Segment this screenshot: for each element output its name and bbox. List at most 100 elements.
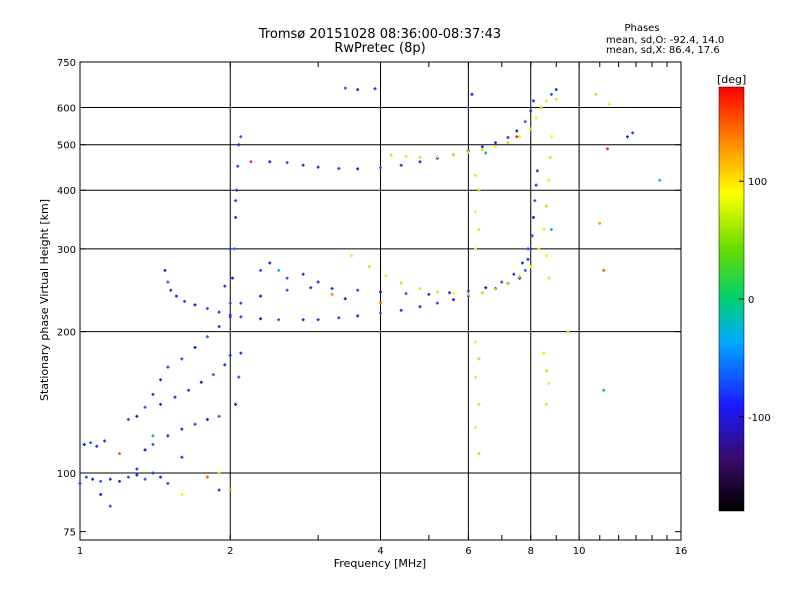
y-tick-label: 75 <box>63 528 76 539</box>
data-point <box>180 357 184 361</box>
data-point <box>473 425 477 429</box>
data-point <box>554 88 558 92</box>
data-point <box>534 116 538 120</box>
data-point <box>356 167 360 171</box>
data-point <box>108 504 112 508</box>
data-point <box>435 290 439 294</box>
data-point <box>301 272 305 276</box>
y-tick-label: 600 <box>57 104 76 115</box>
y-tick-label: 500 <box>57 141 76 152</box>
x-axis-label: Frequency [MHz] <box>334 557 426 570</box>
colorbar-label: [deg] <box>717 73 746 86</box>
data-point <box>217 414 221 418</box>
data-point <box>103 439 107 443</box>
data-point <box>534 183 538 187</box>
data-point <box>379 290 382 294</box>
data-point <box>163 268 167 272</box>
data-point <box>343 86 347 90</box>
data-point <box>239 315 243 319</box>
data-point <box>379 301 382 305</box>
data-point <box>531 99 535 103</box>
data-point <box>549 92 553 96</box>
data-point <box>356 314 360 318</box>
data-point <box>174 294 178 298</box>
data-point <box>404 154 408 158</box>
data-point <box>187 388 191 392</box>
data-point <box>268 160 272 164</box>
data-point <box>529 247 533 251</box>
data-point <box>166 481 170 485</box>
data-point <box>602 388 606 392</box>
data-point <box>259 294 263 298</box>
data-point <box>230 276 234 280</box>
data-point <box>529 265 533 269</box>
data-point <box>473 247 477 251</box>
data-point <box>466 289 470 293</box>
data-point <box>268 261 272 265</box>
data-point <box>301 163 305 167</box>
data-point <box>477 452 481 456</box>
data-point <box>477 227 481 231</box>
data-point <box>330 287 334 291</box>
data-point <box>205 335 209 339</box>
data-point <box>234 402 238 406</box>
y-tick-label: 750 <box>57 58 76 69</box>
stats-x-line: mean, sd,X: 86.4, 17.6 <box>606 45 720 56</box>
x-tick-label: 1 <box>77 546 83 557</box>
data-point <box>515 129 519 133</box>
data-point <box>542 227 546 231</box>
data-point <box>404 292 408 296</box>
data-point <box>494 145 498 149</box>
data-point <box>151 442 155 446</box>
colorbar-tick-label: 0 <box>748 295 754 306</box>
data-point <box>544 369 548 373</box>
data-point <box>180 455 184 459</box>
data-point <box>466 150 470 154</box>
data-point <box>143 477 147 481</box>
data-point <box>549 227 553 231</box>
data-point <box>223 363 227 367</box>
data-point <box>602 268 606 272</box>
data-point <box>316 318 320 322</box>
data-point <box>180 427 184 431</box>
data-point <box>367 265 371 269</box>
data-point <box>330 292 334 296</box>
data-point <box>598 221 602 225</box>
data-point <box>108 477 112 481</box>
data-point <box>470 92 474 96</box>
data-point <box>484 151 488 155</box>
data-point <box>180 492 184 496</box>
data-point <box>506 135 510 139</box>
data-point <box>451 298 455 302</box>
data-point <box>494 287 498 291</box>
data-point <box>337 316 341 320</box>
data-point <box>435 154 439 158</box>
data-point <box>547 178 551 182</box>
chart-title: Tromsø 20151028 08:36:00-08:37:43 <box>258 27 501 42</box>
data-point <box>554 97 558 101</box>
data-point <box>544 402 548 406</box>
data-point <box>169 288 173 292</box>
data-point <box>301 318 305 322</box>
data-point <box>217 325 221 329</box>
data-point <box>542 351 546 355</box>
y-tick-labels: 75 100 200 300 400 500 600 750 <box>57 58 76 539</box>
colorbar-tick-label: 100 <box>748 177 767 188</box>
data-point <box>544 254 548 258</box>
data-point <box>500 280 504 284</box>
data-point <box>506 282 510 286</box>
data-point <box>228 313 232 317</box>
stats-heading: Phases <box>624 23 659 34</box>
data-point <box>99 492 103 496</box>
data-point <box>473 210 477 214</box>
data-point <box>205 417 209 421</box>
data-point <box>159 402 163 406</box>
data-point <box>277 318 281 322</box>
data-point <box>135 467 139 471</box>
stats-o-line: mean, sd,O: -92.4, 14.0 <box>606 35 724 46</box>
data-point <box>466 292 470 296</box>
data-point <box>512 272 516 276</box>
data-point <box>523 120 527 124</box>
x-tick-labels: 1 2 4 6 8 10 16 <box>77 546 688 557</box>
data-point <box>526 257 530 261</box>
